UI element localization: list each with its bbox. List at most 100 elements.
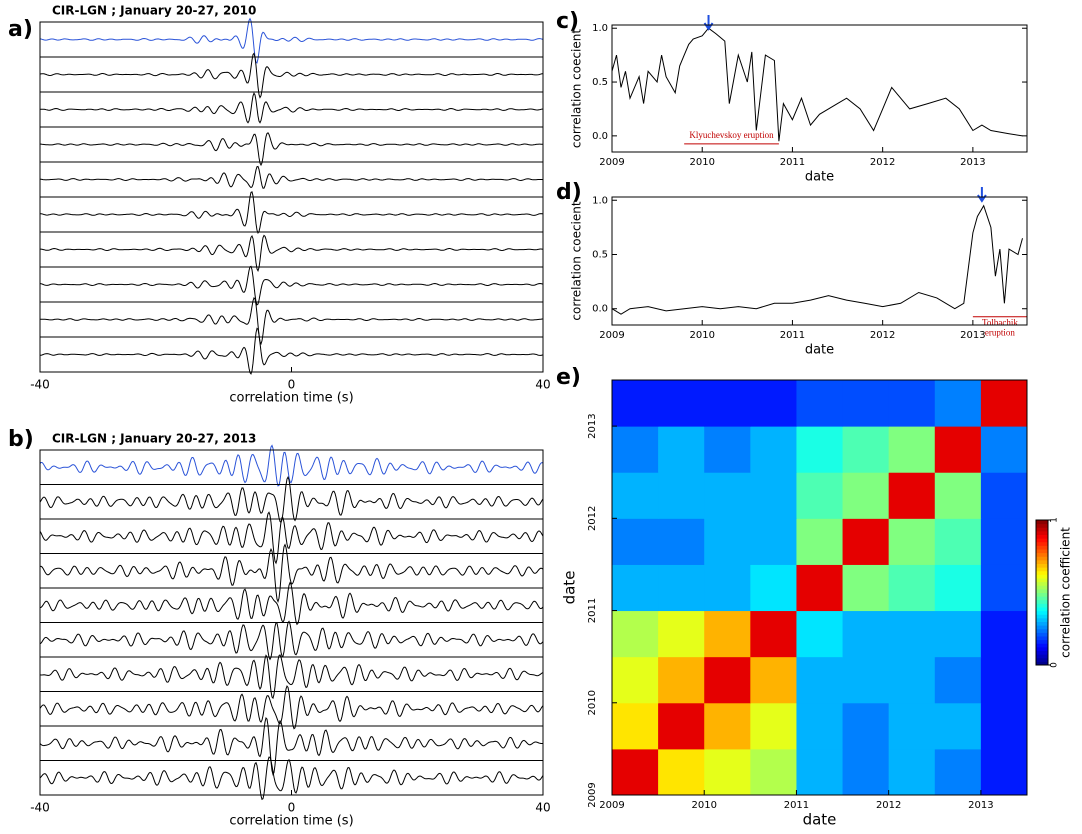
x-tick-label: 2011: [780, 157, 805, 168]
colorbar-step: [1036, 534, 1048, 539]
heatmap-cell: [704, 564, 751, 612]
colorbar-step: [1036, 628, 1048, 633]
x-tick-label: 2011: [780, 330, 805, 341]
heatmap-cell: [980, 702, 1028, 750]
heatmap-cell: [842, 656, 890, 704]
heatmap-cell: [842, 748, 890, 796]
trace: [39, 581, 544, 626]
heatmap-cell: [888, 656, 936, 704]
trace: [39, 52, 544, 99]
heatmap-cell: [750, 380, 797, 427]
heatmap-cell: [612, 610, 659, 658]
y-tick-label: 2009: [587, 782, 598, 807]
heatmap-cell: [980, 426, 1028, 473]
colorbar-frame: [1035, 519, 1049, 666]
heatmap-cell: [934, 380, 982, 427]
heatmap-cell: [842, 380, 890, 427]
heatmap-cell: [612, 564, 659, 612]
colorbar-step: [1036, 603, 1048, 608]
trace: [39, 620, 544, 661]
heatmap-cell: [658, 748, 705, 796]
heatmap-cell: [796, 748, 844, 796]
panel-label: a): [8, 17, 33, 42]
colorbar-step: [1036, 661, 1048, 666]
heatmap-cell: [934, 748, 982, 796]
heatmap-cell: [750, 702, 797, 750]
panel-label: e): [556, 365, 581, 390]
trace: [39, 327, 544, 375]
colorbar-step: [1036, 596, 1048, 601]
heatmap-cell: [704, 610, 751, 658]
trace: [39, 511, 544, 565]
heatmap-cell: [842, 518, 890, 565]
chart-title: CIR-LGN ; January 20-27, 2010: [52, 4, 256, 18]
heatmap-cell: [612, 472, 659, 519]
x-tick-label: 2013: [968, 800, 993, 811]
heatmap-cell: [934, 564, 982, 612]
heatmap-cell: [658, 656, 705, 704]
heatmap-cell: [704, 748, 751, 796]
heatmap-cell: [658, 610, 705, 658]
x-tick-label: 2012: [870, 157, 895, 168]
x-tick-label: -40: [30, 378, 50, 392]
colorbar-step: [1036, 607, 1048, 612]
heatmap-cell: [612, 702, 659, 750]
heatmap-cell: [612, 748, 659, 796]
plot-frame: [39, 449, 544, 796]
colorbar-tick-label: 0: [1050, 662, 1060, 668]
heatmap-cell: [980, 748, 1028, 796]
heatmap-cell: [750, 656, 797, 704]
colorbar-step: [1036, 617, 1048, 622]
heatmap-cell: [980, 656, 1028, 704]
heatmap-cell: [796, 426, 844, 473]
trace: [40, 296, 543, 346]
heatmap-cell: [658, 518, 705, 565]
panel-label: d): [556, 180, 582, 205]
heatmap-cell: [842, 472, 890, 519]
x-tick-label: 2013: [960, 157, 985, 168]
colorbar-step: [1036, 552, 1048, 557]
heatmap-cell: [750, 472, 797, 519]
heatmap-cell: [704, 656, 751, 704]
colorbar-step: [1036, 578, 1048, 583]
y-axis-label: date: [561, 571, 579, 605]
heatmap-cell: [658, 702, 705, 750]
trace: [39, 165, 544, 189]
plot-frame: [39, 21, 544, 373]
heatmap-cell: [888, 748, 936, 796]
colorbar-step: [1036, 632, 1048, 637]
heatmap-cell: [796, 610, 844, 658]
plot-frame: [611, 379, 1028, 796]
colorbar-step: [1036, 636, 1048, 641]
trace: [39, 716, 543, 776]
heatmap-cell: [888, 702, 936, 750]
colorbar-step: [1036, 592, 1048, 597]
annotation-text: Tolbachik eruption: [982, 318, 1018, 338]
chart-title: CIR-LGN ; January 20-27, 2013: [52, 432, 256, 446]
heatmap-cell: [704, 472, 751, 519]
x-tick-label: 2010: [691, 800, 716, 811]
y-tick-label: 1.0: [592, 23, 608, 34]
colorbar-step: [1036, 549, 1048, 554]
colorbar-step: [1036, 581, 1048, 586]
heatmap-cell: [934, 472, 982, 519]
heatmap-cell: [612, 656, 659, 704]
y-tick-label: 0.0: [592, 304, 608, 315]
arrow: [977, 187, 987, 203]
reference-trace: [39, 444, 544, 487]
heatmap-cell: [888, 564, 936, 612]
colorbar-step: [1036, 567, 1048, 572]
heatmap-cell: [934, 426, 982, 473]
plot-frame: [611, 24, 1028, 153]
heatmap-cell: [612, 380, 659, 427]
colorbar-step: [1036, 625, 1048, 630]
heatmap-cell: [704, 380, 751, 427]
heatmap-cell: [750, 610, 797, 658]
heatmap-cell: [750, 426, 797, 473]
colorbar-step: [1036, 639, 1048, 644]
heatmap-cell: [842, 426, 890, 473]
colorbar-step: [1036, 559, 1048, 564]
heatmap-cell: [980, 472, 1028, 519]
x-tick-label: 2010: [689, 157, 714, 168]
heatmap-cell: [888, 426, 936, 473]
